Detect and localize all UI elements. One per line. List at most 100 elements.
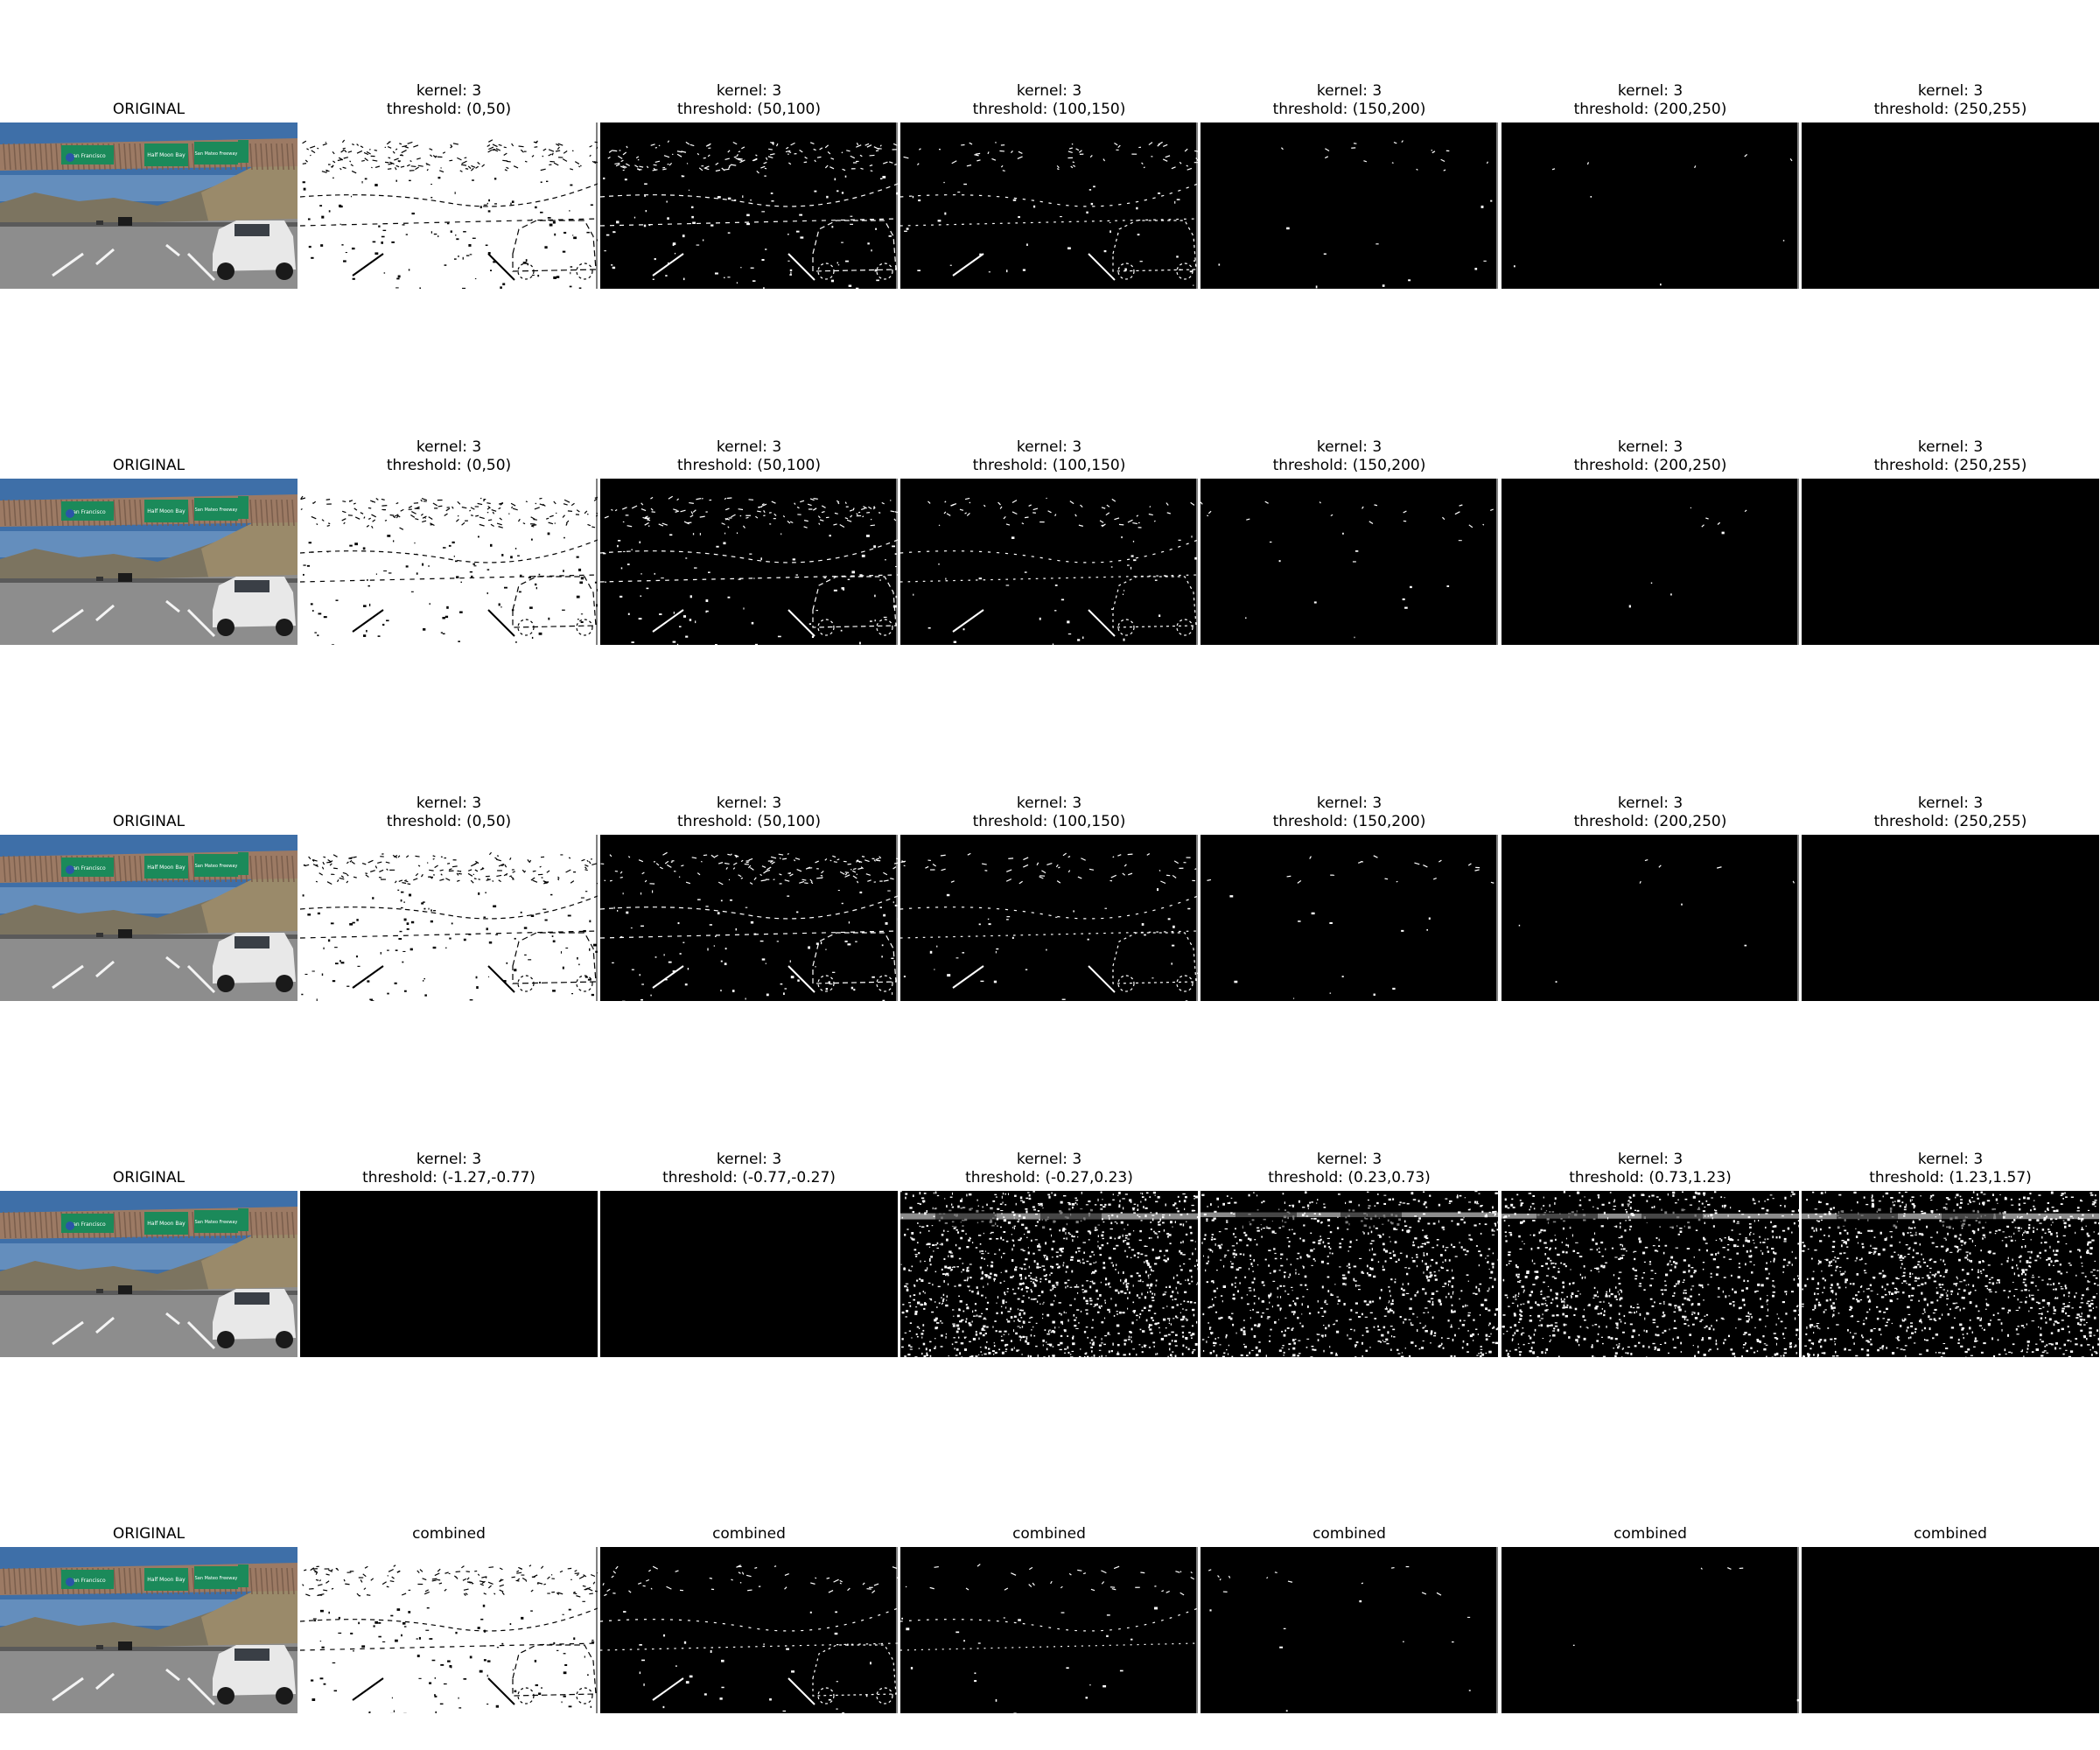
sign-right	[194, 1566, 238, 1589]
lane-marking	[165, 243, 180, 257]
threshold-result-image	[600, 1191, 898, 1357]
edge-pixels	[300, 479, 598, 645]
sign-right-text: San Mateo Freeway	[195, 1220, 238, 1225]
subplot-title: kernel: 3 threshold: (-0.77,-0.27)	[662, 1151, 836, 1186]
subplot-title: ORIGINAL	[112, 813, 186, 830]
subplot-title: kernel: 3 threshold: (0,50)	[386, 82, 512, 118]
threshold-result-image	[1502, 835, 1799, 1001]
subplot-title: combined	[1614, 1525, 1687, 1543]
original-road-image: San Francisco Half Moon Bay San Mateo Free…	[0, 835, 298, 1001]
route-shield	[66, 509, 74, 518]
edge-pixels	[1513, 122, 1799, 289]
threshold-result-image	[600, 479, 898, 645]
subplot-title: kernel: 3 threshold: (250,255)	[1873, 794, 2027, 830]
sign-right-text: San Mateo Freeway	[195, 508, 238, 513]
lane-marking	[165, 1668, 180, 1682]
noise-pixels	[1802, 1191, 2099, 1357]
threshold-result-image	[600, 122, 898, 289]
sign-left-text: San Francisco	[69, 509, 106, 515]
threshold-result-image	[1200, 479, 1498, 645]
sign-middle	[144, 500, 188, 522]
lane-marking	[186, 608, 216, 638]
sign-middle-text: Half Moon Bay	[147, 508, 186, 514]
blank-image	[600, 1191, 898, 1357]
lane-marking	[186, 1676, 216, 1706]
subplot-title: kernel: 3 threshold: (-0.27,0.23)	[965, 1151, 1133, 1186]
subplot-title: kernel: 3 threshold: (100,150)	[972, 438, 1126, 474]
subplot-title: kernel: 3 threshold: (150,200)	[1272, 438, 1426, 474]
edge-pixels	[1518, 835, 1799, 1001]
distant-car	[118, 1642, 132, 1650]
threshold-result-image	[1502, 1547, 1799, 1713]
sign-right-text: San Mateo Freeway	[195, 1576, 238, 1581]
lane-marking	[165, 956, 180, 970]
subplot-title: kernel: 3 threshold: (200,250)	[1573, 82, 1727, 118]
subplot-title: ORIGINAL	[112, 101, 186, 118]
original-road-image: San Francisco Half Moon Bay San Mateo Free…	[0, 479, 298, 645]
sign-middle	[144, 1212, 188, 1235]
edge-pixels	[600, 122, 898, 289]
lane-marking	[95, 960, 115, 978]
lane-marking	[165, 599, 180, 613]
threshold-result-image	[1802, 1191, 2099, 1357]
distant-car	[118, 929, 132, 938]
subplot-title: kernel: 3 threshold: (0.73,1.23)	[1569, 1151, 1732, 1186]
edge-pixels	[1628, 479, 1799, 645]
threshold-result-image	[1802, 122, 2099, 289]
threshold-result-image	[1200, 1191, 1498, 1357]
sign-middle	[144, 144, 188, 166]
subplot-title: kernel: 3 threshold: (50,100)	[677, 438, 821, 474]
edge-pixels	[600, 835, 898, 1001]
white-suv	[213, 1645, 296, 1696]
subplot-title: kernel: 3 threshold: (150,200)	[1272, 794, 1426, 830]
subplot-title: kernel: 3 threshold: (-1.27,-0.77)	[362, 1151, 536, 1186]
sign-left	[61, 1570, 114, 1589]
lane-marking	[52, 964, 84, 990]
sign-middle-text: Half Moon Bay	[147, 152, 186, 158]
sign-right-text: San Mateo Freeway	[195, 151, 238, 157]
subplot-title: kernel: 3 threshold: (250,255)	[1873, 82, 2027, 118]
subplot-title: kernel: 3 threshold: (200,250)	[1573, 438, 1727, 474]
white-suv	[213, 1289, 296, 1340]
subplot-title: combined	[1312, 1525, 1386, 1543]
sign-left	[61, 145, 114, 164]
threshold-result-image	[300, 479, 598, 645]
sign-middle-text: Half Moon Bay	[147, 1221, 186, 1227]
subplot-title: kernel: 3 threshold: (200,250)	[1573, 794, 1727, 830]
edge-pixels	[900, 122, 1198, 289]
edge-pixels	[300, 122, 598, 289]
threshold-result-image	[900, 122, 1198, 289]
subplot-title: kernel: 3 threshold: (0,50)	[386, 438, 512, 474]
lane-marking	[95, 1316, 115, 1334]
edge-pixels	[1218, 122, 1498, 289]
sign-left	[61, 1214, 114, 1233]
subplot-title: combined	[1012, 1525, 1086, 1543]
sign-left	[61, 858, 114, 877]
subplot-title: combined	[1914, 1525, 1987, 1543]
subplot-title: kernel: 3 threshold: (50,100)	[677, 794, 821, 830]
route-shield	[66, 1222, 74, 1230]
threshold-result-image	[1502, 479, 1799, 645]
edge-pixels	[600, 1547, 898, 1713]
original-road-image: San Francisco Half Moon Bay San Mateo Free…	[0, 122, 298, 289]
lane-marking	[52, 1320, 84, 1346]
lane-marking	[186, 252, 216, 282]
subplot-title: kernel: 3 threshold: (250,255)	[1873, 438, 2027, 474]
edge-pixels	[900, 1547, 1198, 1713]
lane-marking	[52, 608, 84, 634]
threshold-result-image	[1200, 1547, 1498, 1713]
sign-middle-text: Half Moon Bay	[147, 1577, 186, 1583]
distant-car	[118, 217, 132, 226]
subplot-title: kernel: 3 threshold: (150,200)	[1272, 82, 1426, 118]
noise-pixels	[900, 1191, 1198, 1357]
threshold-result-image	[1802, 479, 2099, 645]
sign-left-text: San Francisco	[69, 865, 106, 872]
threshold-result-image	[300, 835, 598, 1001]
sign-middle	[144, 856, 188, 878]
threshold-result-image	[300, 1547, 598, 1713]
route-shield	[66, 865, 74, 874]
threshold-result-image	[900, 479, 1198, 645]
hillside	[201, 1582, 298, 1652]
lane-marking	[95, 604, 115, 622]
sign-left	[61, 501, 114, 521]
